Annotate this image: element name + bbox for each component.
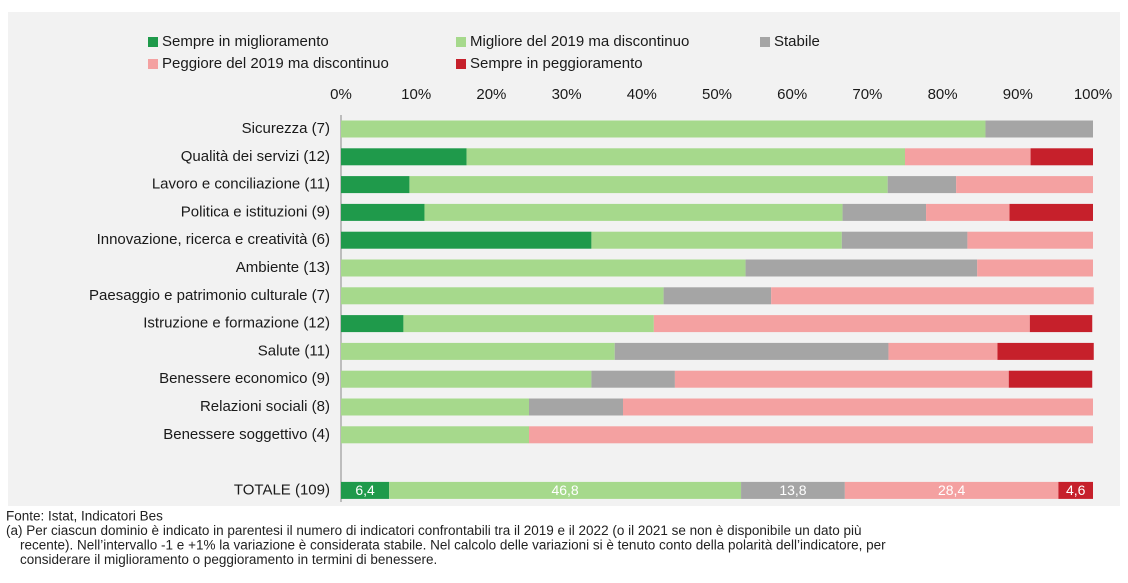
x-tick-label: 20% [476,86,506,103]
bar-segment [967,231,1093,249]
data-label: 28,4 [938,482,965,498]
data-label: 4,6 [1066,482,1086,498]
x-tick-label: 90% [1003,86,1033,103]
bar-segment [341,259,746,277]
bar-segment [905,148,1031,166]
bar-segment [466,148,905,166]
legend-label: Stabile [774,33,820,50]
x-tick-label: 40% [627,86,657,103]
y-tick-label: Relazioni sociali (8) [200,398,330,415]
bar-segment [614,342,889,360]
bar-segment [591,370,675,388]
plot-background [8,12,1120,506]
bar-segment [529,426,1093,444]
data-label: 13,8 [779,482,806,498]
y-tick-label: Innovazione, ricerca e creatività (6) [97,231,330,248]
bar-segment [341,287,664,305]
bar-segment [674,370,1009,388]
bar-segment [663,287,772,305]
legend-swatch [760,37,770,47]
y-tick-label: Ambiente (13) [236,259,330,276]
x-tick-label: 60% [777,86,807,103]
bar-segment [341,148,467,166]
legend-swatch [456,59,466,69]
legend-label: Peggiore del 2019 ma discontinuo [162,55,389,72]
y-tick-label: Politica e istituzioni (9) [181,203,330,220]
y-tick-label: TOTALE (109) [234,481,330,498]
bar-segment [997,342,1094,360]
bar-segment [985,120,1093,138]
bar-segment [1009,203,1093,221]
bar-segment [1058,481,1093,499]
x-tick-label: 80% [928,86,958,103]
bar-segment [841,231,968,249]
note: Fonte: Istat, Indicatori Bes [6,509,163,524]
bar-segment [741,481,845,499]
y-tick-label: Istruzione e formazione (12) [143,315,330,332]
bar-segment [1008,370,1093,388]
bar-segment [341,231,592,249]
bar-segment [341,203,425,221]
bar-segment [409,176,888,194]
bar-segment [341,426,529,444]
note: recente). Nell’intervallo -1 e +1% la va… [20,538,886,553]
legend-swatch [148,37,158,47]
bar-segment [424,203,843,221]
bar-segment [771,287,1094,305]
bar-segment [1030,148,1093,166]
legend-label: Sempre in miglioramento [162,33,329,50]
x-tick-label: 50% [702,86,732,103]
y-tick-label: Qualità dei servizi (12) [181,148,330,165]
y-tick-label: Benessere economico (9) [159,370,330,387]
y-tick-label: Benessere soggettivo (4) [163,426,330,443]
legend-swatch [456,37,466,47]
x-tick-label: 70% [852,86,882,103]
bar-segment [887,176,957,194]
x-tick-label: 100% [1074,86,1112,103]
bar-segment [1029,315,1093,333]
bar-segment [341,120,986,138]
bar-segment [403,315,654,333]
legend-swatch [148,59,158,69]
bar-segment [529,398,623,416]
bar-segment [956,176,1093,194]
legend-label: Migliore del 2019 ma discontinuo [470,33,689,50]
legend-label: Sempre in peggioramento [470,55,643,72]
note: (a) Per ciascun dominio è indicato in pa… [6,523,862,538]
x-tick-label: 10% [401,86,431,103]
bar-segment [389,481,742,499]
bar-segment [844,481,1059,499]
bar-segment [926,203,1010,221]
bar-segment [888,342,998,360]
bar-segment [341,315,404,333]
x-tick-label: 0% [330,86,352,103]
x-tick-label: 30% [552,86,582,103]
bar-segment [591,231,842,249]
note: considerare il miglioramento o peggioram… [20,552,437,567]
y-tick-label: Sicurezza (7) [242,120,330,137]
bar-segment [341,481,390,499]
bar-segment [341,342,615,360]
bar-segment [977,259,1093,277]
y-tick-label: Salute (11) [258,342,330,359]
bar-segment [745,259,978,277]
bar-segment [623,398,1093,416]
bar-segment [653,315,1030,333]
y-tick-label: Paesaggio e patrimonio culturale (7) [89,287,330,304]
data-label: 46,8 [551,482,578,498]
y-tick-label: Lavoro e conciliazione (11) [152,176,330,193]
bar-segment [842,203,927,221]
data-label: 6,4 [355,482,375,498]
bar-segment [341,176,410,194]
bar-segment [341,370,592,388]
bar-segment [341,398,529,416]
